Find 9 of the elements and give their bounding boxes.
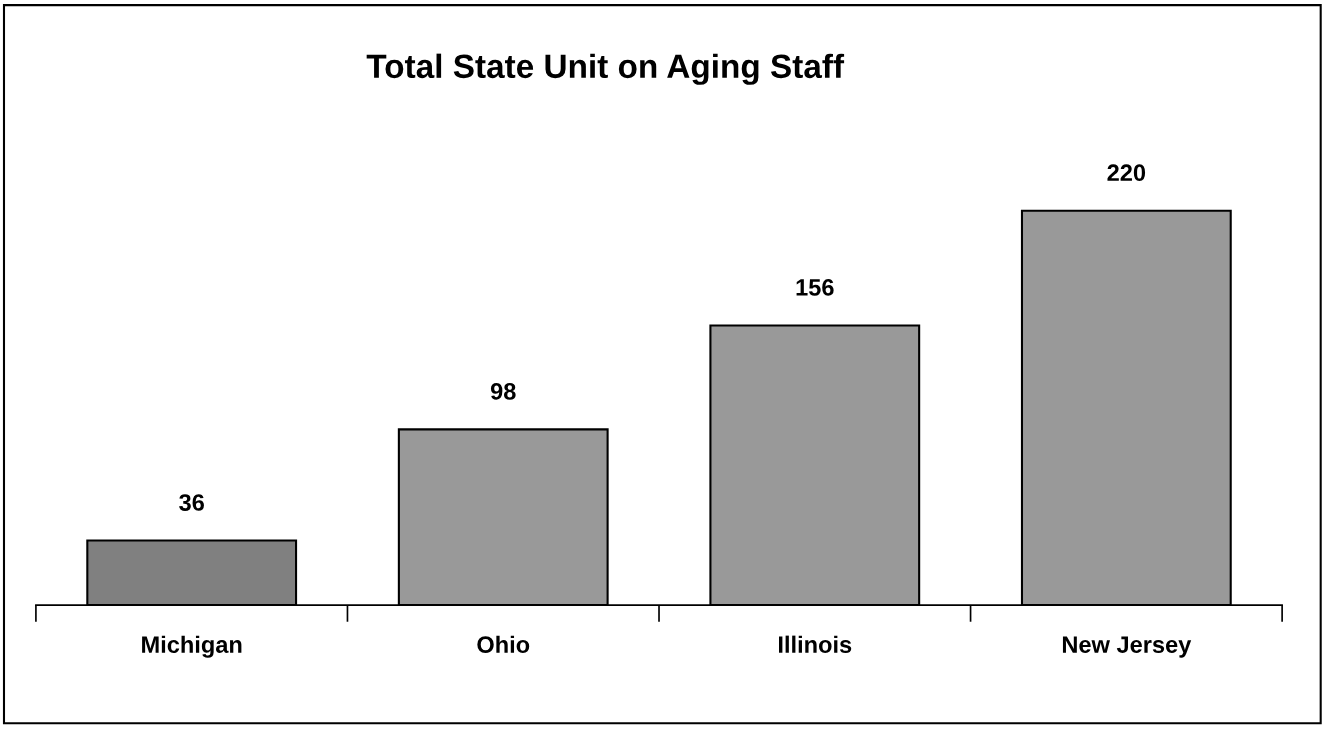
data-label: 98: [490, 383, 516, 400]
x-tick-label: Ohio: [477, 635, 530, 653]
chart-title: Total State Unit on Aging Staff: [366, 53, 845, 85]
x-tick-label: Michigan: [142, 635, 242, 658]
data-label: 156: [796, 279, 834, 296]
data-label: 36: [179, 494, 204, 511]
x-tick-label: New Jersey: [1062, 636, 1192, 658]
data-label: 220: [1107, 164, 1146, 182]
x-tick-label: Illinois: [778, 635, 852, 653]
